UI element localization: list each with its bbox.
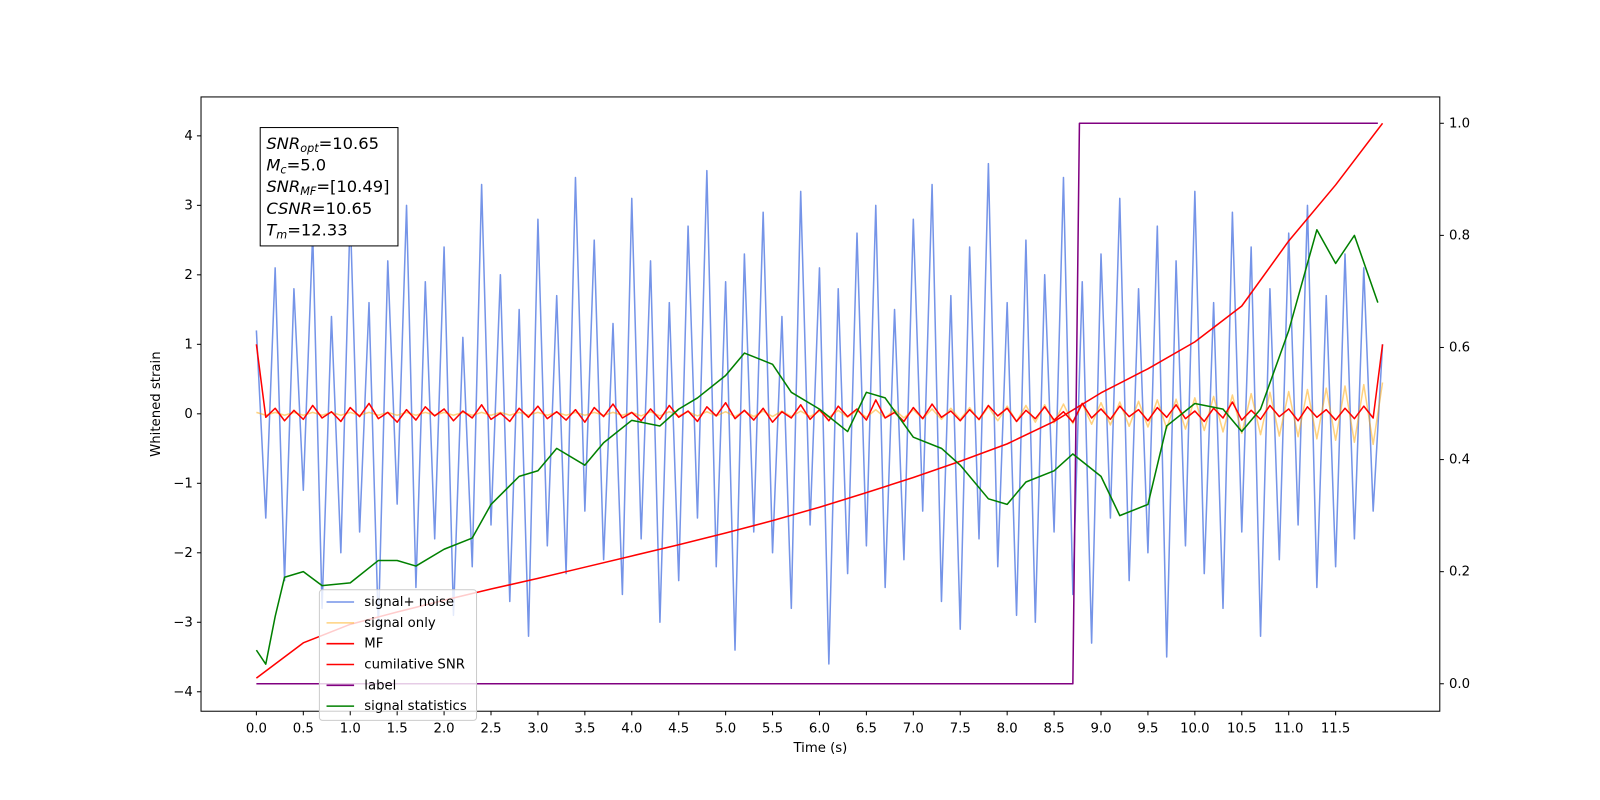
legend-label: MF	[364, 637, 383, 652]
x-tick-label: 8.5	[1044, 722, 1065, 737]
x-tick-label: 10.0	[1180, 722, 1210, 737]
x-tick-label: 8.0	[997, 722, 1018, 737]
y-tick-label: 1	[184, 337, 192, 352]
series-line	[255, 162, 1384, 665]
annotation-line: SNRopt=10.65	[266, 133, 379, 155]
legend-label: label	[364, 678, 396, 693]
x-tick-label: 2.0	[434, 722, 455, 737]
y2-tick-label: 0.0	[1449, 677, 1470, 692]
x-tick-label: 11.5	[1321, 722, 1351, 737]
y2-tick-label: 0.4	[1449, 453, 1470, 468]
x-tick-label: 6.5	[856, 722, 877, 737]
legend-label: signal+ noise	[364, 595, 454, 610]
x-tick-label: 9.5	[1137, 722, 1158, 737]
x-tick-label: 4.0	[621, 722, 642, 737]
y2-tick-label: 0.8	[1449, 228, 1470, 243]
x-tick-label: 3.0	[527, 722, 548, 737]
annotation-part: =12.33	[287, 220, 347, 239]
annotation-part: =10.65	[312, 198, 372, 217]
series-line	[255, 229, 1379, 665]
x-tick-label: 6.0	[809, 722, 830, 737]
x-tick-label: 1.5	[387, 722, 408, 737]
legend-label: cumilative SNR	[364, 657, 465, 672]
x-tick-label: 9.0	[1090, 722, 1111, 737]
annotation-box: SNRopt=10.65Mc=5.0SNRMF=[10.49]CSNR=10.6…	[259, 127, 399, 247]
legend-label: signal statistics	[364, 699, 467, 714]
annotation-part: opt	[300, 142, 319, 155]
y-axis-label: Whitened strain	[149, 351, 164, 456]
y2-tick-label: 1.0	[1449, 116, 1470, 131]
annotation-part: SNR	[266, 133, 300, 152]
annotation-part: T	[266, 220, 278, 239]
x-tick-label: 2.5	[480, 722, 501, 737]
x-tick-label: 1.0	[340, 722, 361, 737]
annotation-frame	[259, 127, 399, 247]
annotation-part: =[10.49]	[316, 177, 389, 196]
x-tick-label: 7.5	[950, 722, 971, 737]
y-tick-label: 0	[184, 407, 192, 422]
legend-frame	[318, 589, 478, 721]
x-axis-label: Time (s)	[792, 741, 847, 756]
annotation-part: m	[276, 229, 287, 242]
y2-tick-label: 0.2	[1449, 565, 1470, 580]
annotation-part: =5.0	[287, 155, 327, 174]
annotation-part: c	[280, 164, 287, 177]
legend: signal+ noise signal only MF cumilative SNR…	[318, 589, 478, 721]
series-line	[256, 122, 1378, 685]
x-tick-label: 0.5	[293, 722, 314, 737]
annotation-line: Tm=12.33	[266, 220, 347, 242]
y-tick-label: 4	[184, 129, 192, 144]
y-tick-label: −1	[173, 476, 193, 491]
series-line	[256, 382, 1384, 446]
axes-frame	[200, 96, 1441, 712]
y-tick-label: −2	[173, 546, 193, 561]
annotation-part: M	[266, 155, 280, 174]
annotation-part: CSNR	[266, 198, 312, 217]
x-tick-label: 4.5	[668, 722, 689, 737]
y-tick-label: −4	[173, 685, 193, 700]
annotation-part: =10.65	[319, 133, 379, 152]
y-tick-label: −3	[173, 615, 193, 630]
x-tick-label: 7.0	[903, 722, 924, 737]
x-tick-label: 5.5	[762, 722, 783, 737]
legend-label: signal only	[364, 616, 436, 631]
x-tick-label: 0.0	[246, 722, 267, 737]
annotation-part: SNR	[266, 177, 300, 196]
y2-tick-label: 0.6	[1449, 340, 1470, 355]
x-tick-label: 5.0	[715, 722, 736, 737]
x-tick-label: 10.5	[1227, 722, 1257, 737]
y-tick-label: 2	[184, 268, 192, 283]
x-tick-label: 3.5	[574, 722, 595, 737]
annotation-line: Mc=5.0	[266, 155, 326, 177]
x-tick-label: 11.0	[1274, 722, 1304, 737]
annotation-line: SNRMF=[10.49]	[266, 177, 389, 199]
annotation-line: CSNR=10.65	[266, 198, 372, 217]
annotation-part: MF	[300, 185, 317, 198]
y-tick-label: 3	[184, 198, 192, 213]
